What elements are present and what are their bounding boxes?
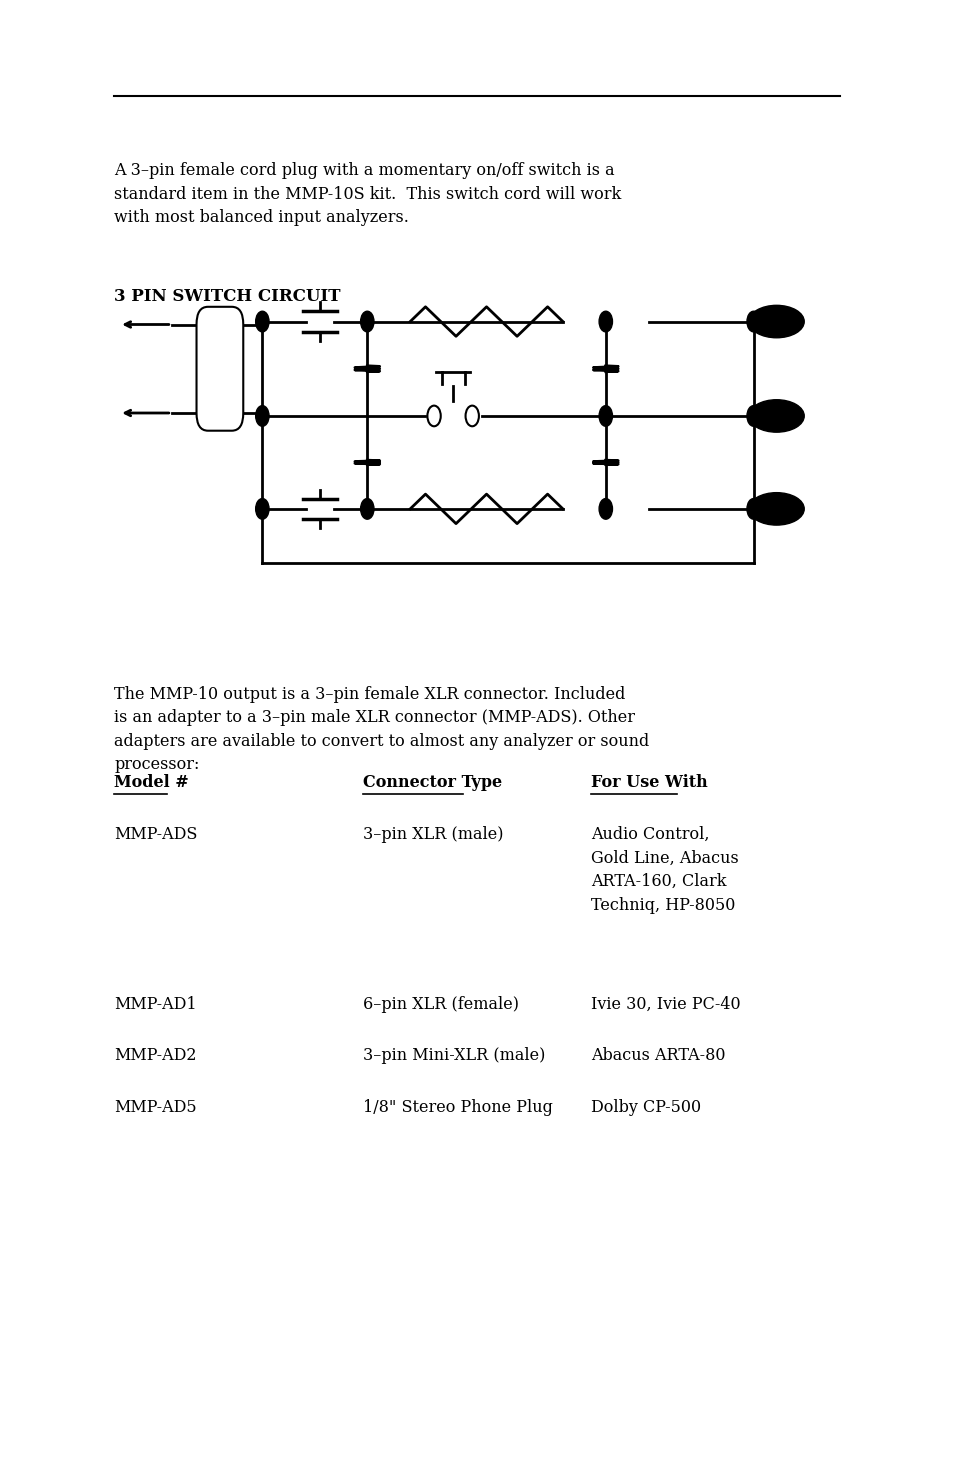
Circle shape [255,499,269,519]
Circle shape [465,406,478,426]
Circle shape [598,499,612,519]
Text: The MMP-10 output is a 3–pin female XLR connector. Included
is an adapter to a 3: The MMP-10 output is a 3–pin female XLR … [114,686,649,773]
Text: MMP-AD2: MMP-AD2 [114,1047,196,1065]
Text: Dolby CP-500: Dolby CP-500 [591,1099,700,1117]
Circle shape [427,406,440,426]
Text: 1/8" Stereo Phone Plug: 1/8" Stereo Phone Plug [362,1099,552,1117]
Circle shape [746,499,760,519]
Circle shape [746,311,760,332]
Text: Connector Type: Connector Type [362,774,501,792]
Text: Audio Control,
Gold Line, Abacus
ARTA-160, Clark
Techniq, HP-8050: Audio Control, Gold Line, Abacus ARTA-16… [591,826,739,913]
Text: Model #: Model # [114,774,189,792]
Circle shape [255,406,269,426]
Ellipse shape [748,400,803,432]
Text: 3–pin Mini-XLR (male): 3–pin Mini-XLR (male) [362,1047,544,1065]
Text: For Use With: For Use With [591,774,707,792]
Circle shape [255,311,269,332]
Circle shape [360,499,374,519]
Text: MMP-ADS: MMP-ADS [114,826,197,844]
Text: 6–pin XLR (female): 6–pin XLR (female) [362,996,518,1013]
Circle shape [598,406,612,426]
Text: MMP-AD5: MMP-AD5 [114,1099,197,1117]
Circle shape [360,311,374,332]
FancyBboxPatch shape [196,307,243,431]
Ellipse shape [748,493,803,525]
Ellipse shape [748,305,803,338]
Text: 3 PIN SWITCH CIRCUIT: 3 PIN SWITCH CIRCUIT [114,288,340,305]
Text: Abacus ARTA-80: Abacus ARTA-80 [591,1047,725,1065]
Circle shape [598,311,612,332]
Text: MMP-AD1: MMP-AD1 [114,996,197,1013]
Circle shape [746,406,760,426]
Text: Ivie 30, Ivie PC-40: Ivie 30, Ivie PC-40 [591,996,740,1013]
Text: A 3–pin female cord plug with a momentary on/off switch is a
standard item in th: A 3–pin female cord plug with a momentar… [114,162,621,226]
Text: 3–pin XLR (male): 3–pin XLR (male) [362,826,502,844]
